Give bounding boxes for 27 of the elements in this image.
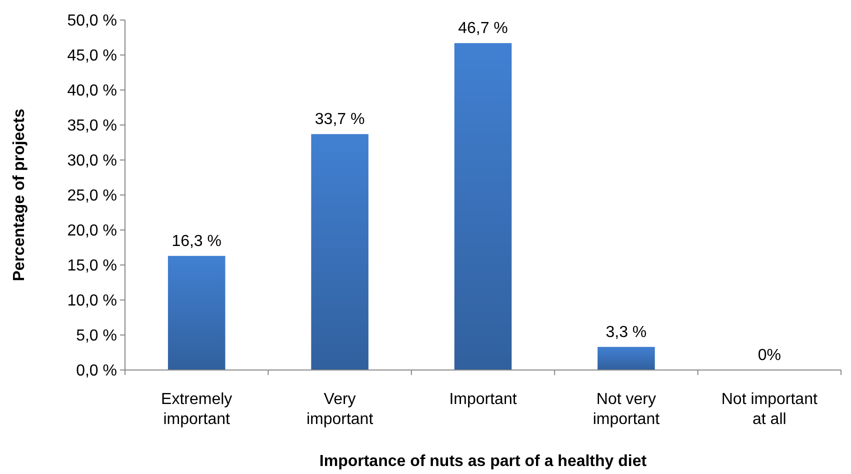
bar [311,134,368,370]
x-tick-label: Very important [306,391,374,428]
y-tick-label: 30,0 % [67,152,117,170]
data-label: 0% [758,347,781,364]
y-axis-title: Percentage of projects [11,108,28,282]
y-tick-label: 15,0 % [67,258,117,275]
x-tick-label: Not very important [592,391,660,428]
y-tick-label: 10,0 % [67,292,117,310]
y-tick-label: 45,0 % [67,48,117,65]
x-tick-label: Important [449,391,518,408]
y-tick-label: 50,0 % [67,12,117,30]
bar [168,256,226,370]
x-tick-label: Extremely important [161,391,232,428]
y-tick-label: 25,0 % [67,188,117,205]
data-label: 46,7 % [458,20,508,38]
data-label: 33,7 % [314,111,365,128]
y-tick-label: 0,0 % [76,362,117,380]
x-tick-label: Not important at all [721,391,818,428]
x-axis-title: Importance of nuts as part of a healthy diet [319,453,648,470]
y-tick-label: 5,0 % [76,328,117,345]
data-label: 16,3 % [172,232,222,250]
bar [454,43,512,370]
y-tick-label: 20,0 % [67,222,117,240]
data-label: 3,3 % [606,324,647,341]
bar [598,346,655,370]
y-tick-label: 35,0 % [67,118,117,135]
y-tick-label: 40,0 % [67,82,117,100]
